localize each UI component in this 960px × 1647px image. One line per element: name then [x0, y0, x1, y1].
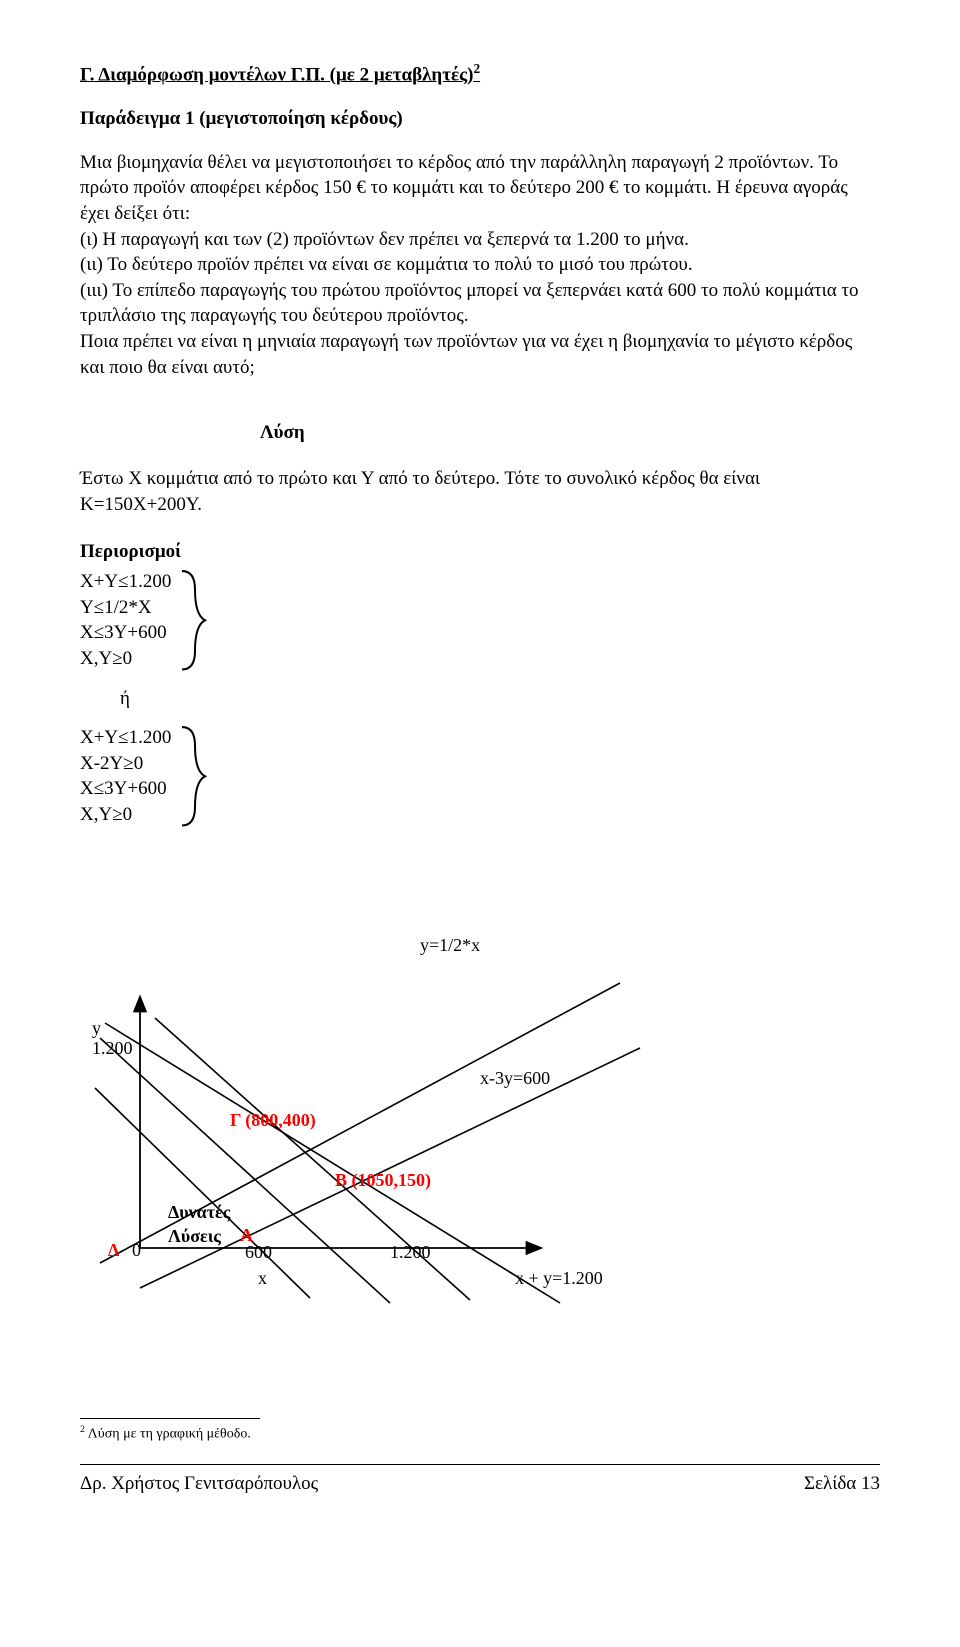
constraints-heading: Περιορισμοί: [80, 539, 880, 565]
footnote-text: Λύση με τη γραφική μέθοδο.: [88, 1426, 251, 1441]
constraint-list-1: Χ+Υ≤1.200 Υ≤1/2*Χ Χ≤3Υ+600 Χ,Υ≥0: [80, 569, 171, 672]
label-line-half: y=1/2*x: [420, 933, 480, 957]
section-title: Γ. Διαμόρφωση μοντέλων Γ.Π. (με 2 μεταβλ…: [80, 60, 880, 88]
example-heading: Παράδειγμα 1 (μεγιστοποίηση κέρδους): [80, 106, 880, 132]
footnote-rule: [80, 1418, 260, 1419]
label-line-sum: x + y=1.200: [515, 1266, 603, 1290]
or-label: ή: [120, 686, 880, 712]
constraint-list-2: Χ+Υ≤1.200 Χ-2Υ≥0 Χ≤3Υ+600 Χ,Υ≥0: [80, 725, 171, 828]
feasible-region-chart: y=1/2*x y 1.200 x-3y=600 Γ (800,400) Β (…: [80, 868, 880, 1348]
c2-3: Χ≤3Υ+600: [80, 776, 171, 802]
c2-2: Χ-2Υ≥0: [80, 751, 171, 777]
body-text: Μια βιομηχανία θέλει να μεγιστοποιήσει τ…: [80, 152, 859, 378]
c1-3: Χ≤3Υ+600: [80, 620, 171, 646]
feasible-label: Δυνατές Λύσεις: [168, 1200, 230, 1249]
label-y-max: 1.200: [92, 1036, 133, 1060]
c2-1: Χ+Υ≤1.200: [80, 725, 171, 751]
solution-text: Έστω Χ κομμάτια από το πρώτο και Υ από τ…: [80, 466, 880, 517]
label-line-3y: x-3y=600: [480, 1066, 550, 1090]
c1-4: Χ,Υ≥0: [80, 646, 171, 672]
brace-icon-2: [177, 725, 207, 828]
point-beta: Β (1050,150): [335, 1168, 431, 1192]
brace-icon: [177, 569, 207, 672]
footnote: 2 Λύση με τη γραφική μέθοδο.: [80, 1423, 880, 1445]
label-x-axis: x: [258, 1266, 267, 1290]
solution-heading: Λύση: [260, 420, 880, 446]
body-paragraph: Μια βιομηχανία θέλει να μεγιστοποιήσει τ…: [80, 150, 880, 381]
c2-4: Χ,Υ≥0: [80, 802, 171, 828]
footer-page: Σελίδα 13: [804, 1471, 880, 1497]
label-600: 600: [245, 1240, 272, 1264]
page-footer: Δρ. Χρήστος Γενιτσαρόπουλος Σελίδα 13: [80, 1471, 880, 1497]
point-delta: Δ: [108, 1238, 119, 1262]
c1-1: Χ+Υ≤1.200: [80, 569, 171, 595]
page-footer-rule: [80, 1464, 880, 1465]
c1-2: Υ≤1/2*Χ: [80, 595, 171, 621]
point-gamma: Γ (800,400): [230, 1108, 316, 1132]
title-text: Γ. Διαμόρφωση μοντέλων Γ.Π. (με 2 μεταβλ…: [80, 64, 473, 85]
label-zero: 0: [132, 1238, 141, 1262]
constraint-block-1: Χ+Υ≤1.200 Υ≤1/2*Χ Χ≤3Υ+600 Χ,Υ≥0: [80, 569, 880, 672]
footer-author: Δρ. Χρήστος Γενιτσαρόπουλος: [80, 1471, 318, 1497]
label-1200: 1.200: [390, 1240, 431, 1264]
title-footnote-ref: 2: [473, 61, 480, 76]
constraint-block-2: Χ+Υ≤1.200 Χ-2Υ≥0 Χ≤3Υ+600 Χ,Υ≥0: [80, 725, 880, 828]
